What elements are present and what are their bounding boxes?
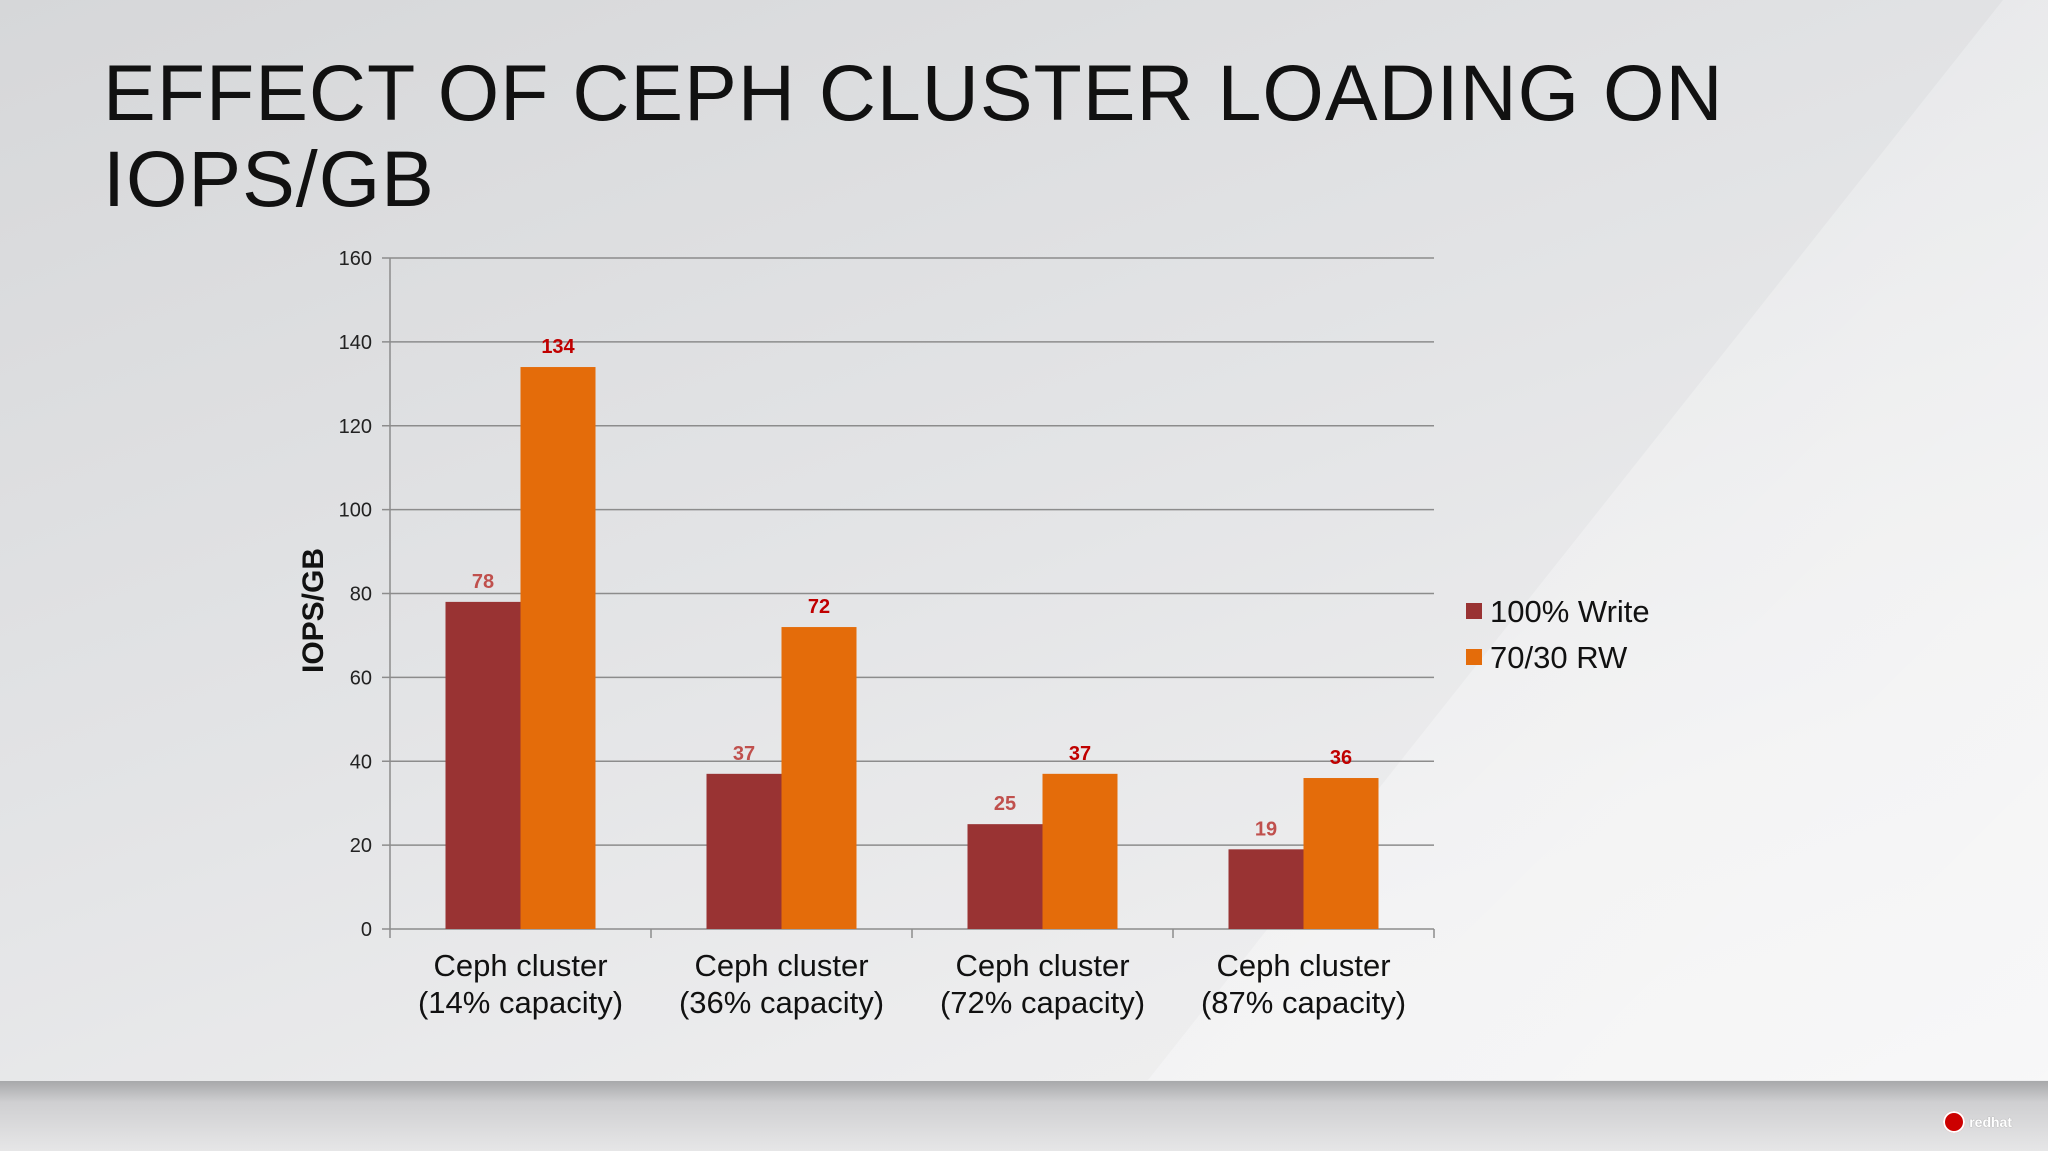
data-label: 37 <box>733 743 755 765</box>
y-tick-label: 120 <box>339 416 372 438</box>
y-tick-label: 160 <box>339 248 372 270</box>
x-tick-label: Ceph cluster <box>1216 948 1390 983</box>
legend-swatch <box>1466 649 1482 665</box>
data-label: 72 <box>808 596 830 618</box>
x-tick-label: (36% capacity) <box>679 985 884 1020</box>
y-tick-label: 20 <box>350 835 372 857</box>
redhat-logo-icon <box>1943 1111 1966 1133</box>
redhat-logo: redhat <box>1943 1111 2012 1133</box>
y-tick-label: 80 <box>350 584 372 606</box>
legend-label: 70/30 RW <box>1490 640 1628 675</box>
x-tick-label: Ceph cluster <box>433 948 607 983</box>
bar-100-write <box>445 601 521 929</box>
y-axis-title: IOPS/GB <box>297 548 330 673</box>
y-tick-label: 60 <box>350 667 372 689</box>
y-tick-label: 0 <box>361 919 372 941</box>
y-tick-label: 40 <box>350 751 372 773</box>
bar-70-30-rw <box>520 367 596 930</box>
x-tick-label: (72% capacity) <box>940 985 1145 1020</box>
x-tick-label: Ceph cluster <box>694 948 868 983</box>
y-tick-label: 100 <box>339 500 372 522</box>
redhat-logo-text: redhat <box>1969 1114 2012 1130</box>
y-tick-label: 140 <box>339 332 372 354</box>
data-label: 134 <box>541 336 575 358</box>
bar-100-write <box>1228 849 1304 929</box>
slide-title-line-2: IOPS/GB <box>103 134 435 223</box>
bar-100-write <box>706 773 782 929</box>
slide-title: EFFECT OF CEPH CLUSTER LOADING ON IOPS/G… <box>103 50 1724 222</box>
data-label: 36 <box>1330 747 1352 769</box>
data-label: 19 <box>1255 818 1277 840</box>
slide-title-line-1: EFFECT OF CEPH CLUSTER LOADING ON <box>103 48 1724 137</box>
bar-70-30-rw <box>781 627 857 929</box>
bar-chart: 0 20 40 60 80 100 120 140 160 IOPS/GB 78 134 Ceph cl… <box>297 248 1650 1020</box>
data-label: 78 <box>472 571 494 593</box>
data-label: 25 <box>994 793 1016 815</box>
data-label: 37 <box>1069 743 1091 765</box>
bar-100-write <box>967 824 1043 929</box>
legend-label: 100% Write <box>1490 594 1650 629</box>
footer-bar <box>0 1081 2048 1151</box>
x-tick-label: Ceph cluster <box>955 948 1129 983</box>
bar-70-30-rw <box>1303 778 1379 929</box>
x-tick-label: (14% capacity) <box>418 985 623 1020</box>
legend-swatch <box>1466 603 1482 619</box>
x-tick-label: (87% capacity) <box>1201 985 1406 1020</box>
bar-70-30-rw <box>1042 773 1118 929</box>
